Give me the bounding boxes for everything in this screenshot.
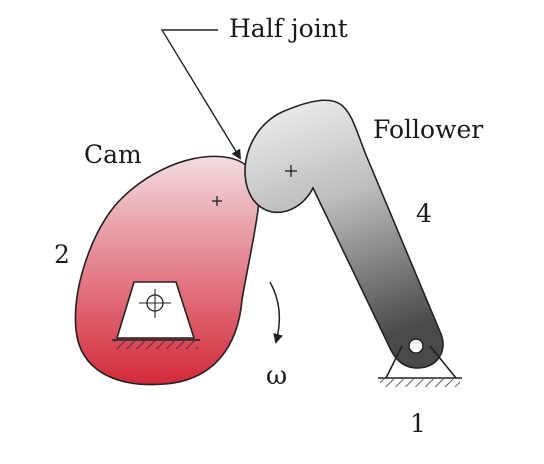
cam-center-mark (212, 196, 222, 206)
rotation-arrow (269, 281, 283, 344)
cam-body (74, 155, 260, 386)
follower-center-mark (285, 165, 297, 177)
cam-pivot-bearing (112, 281, 200, 349)
follower-body (244, 99, 444, 369)
ground-link-number: 1 (410, 409, 426, 438)
cam-label: Cam (84, 140, 142, 169)
follower-link-number: 4 (416, 199, 432, 228)
follower-pivot-pin (408, 338, 424, 354)
half-joint-leader-line (160, 29, 242, 160)
follower-pivot-support (378, 338, 462, 387)
omega-label: ω (266, 361, 287, 391)
cam-link-number: 2 (54, 240, 70, 269)
follower-label: Follower (373, 115, 483, 144)
half-joint-label: Half joint (229, 14, 348, 43)
